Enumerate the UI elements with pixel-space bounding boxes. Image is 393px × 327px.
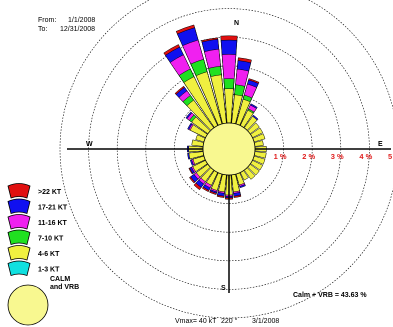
legend-swatch-1 [7, 198, 31, 215]
petal-280-1 [191, 139, 205, 147]
wind-petals [163, 24, 267, 200]
legend-swatch-4 [7, 245, 31, 261]
petal-340-1 [195, 71, 223, 126]
petal-310-1 [191, 116, 211, 135]
ring-label-5: 5 % [388, 152, 393, 161]
legend: >22 KT 17-21 KT 11-16 KT 7-10 KT 4-6 KT 1-3 K… [7, 183, 79, 326]
from-label: From: [38, 17, 56, 24]
legend-label-0: >22 KT [38, 189, 62, 196]
petal-250-1 [192, 155, 206, 165]
petal-40-1 [243, 115, 258, 131]
ring-label-4: 4 % [359, 152, 372, 161]
ring-label-2: 2 % [302, 152, 315, 161]
legend-swatch-2 [7, 214, 31, 230]
petal-0-1 [224, 88, 234, 124]
petal-320-1 [186, 99, 215, 131]
direction-e: E [378, 141, 383, 148]
petal-230-1 [195, 163, 211, 178]
petal-80-1 [253, 140, 264, 147]
petal-30-1 [239, 109, 254, 128]
petal-210-1 [206, 170, 219, 186]
legend-calm-label-1: and VRB [50, 284, 79, 291]
ring-label-1: 1 % [274, 152, 287, 161]
petal-240-1 [192, 159, 208, 172]
petal-170-1 [231, 173, 240, 193]
petal-150-1 [239, 170, 249, 181]
legend-swatch-5 [7, 260, 31, 277]
direction-s: S [221, 285, 226, 292]
footer-date: 3/1/2008 [252, 318, 279, 325]
legend-label-4: 4-6 KT [38, 251, 60, 258]
legend-swatch-0 [7, 183, 31, 199]
direction-w: W [86, 141, 93, 148]
petal-120-1 [250, 159, 264, 171]
petal-300-1 [189, 124, 208, 139]
range-ring-5 [59, 0, 393, 319]
petal-350-1 [210, 74, 227, 125]
petal-330-1 [183, 76, 219, 128]
to-date: 12/31/2008 [60, 26, 95, 33]
petal-20-1 [235, 98, 251, 126]
legend-calm-label-0: CALM [50, 276, 70, 283]
legend-swatch-3 [7, 229, 31, 246]
petal-60-1 [250, 127, 264, 139]
legend-label-2: 11-16 KT [38, 220, 68, 227]
calm-vrb-total: Calm + VRB = 43.63 % [293, 292, 367, 299]
from-date: 1/1/2008 [68, 17, 95, 24]
direction-n: N [234, 20, 239, 27]
to-label: To: [38, 26, 47, 33]
ring-labels: 1 % 2 % 3 % 4 % 5 % [274, 152, 393, 161]
calm-circle [202, 122, 256, 176]
petal-220-1 [200, 167, 215, 183]
legend-label-1: 17-21 KT [38, 205, 68, 212]
footer-direction: 220 ° [221, 317, 238, 325]
petal-10-1 [231, 94, 243, 125]
ring-label-3: 3 % [331, 152, 344, 161]
petal-110-1 [252, 155, 266, 165]
legend-calm-swatch [7, 284, 49, 326]
petal-70-1 [252, 133, 266, 143]
legend-label-3: 7-10 KT [38, 236, 64, 243]
footer-vmax: Vmax= 40 kT [175, 318, 217, 325]
petal-140-1 [243, 167, 256, 180]
petal-190-1 [218, 173, 227, 193]
petal-200-1 [210, 172, 223, 191]
petal-50-1 [247, 122, 260, 135]
legend-label-5: 1-3 KT [38, 267, 60, 274]
petal-290-1 [195, 134, 206, 143]
petal-160-1 [235, 172, 245, 186]
petal-260-1 [188, 151, 205, 160]
petal-130-1 [247, 163, 260, 176]
petal-100-1 [253, 151, 267, 159]
